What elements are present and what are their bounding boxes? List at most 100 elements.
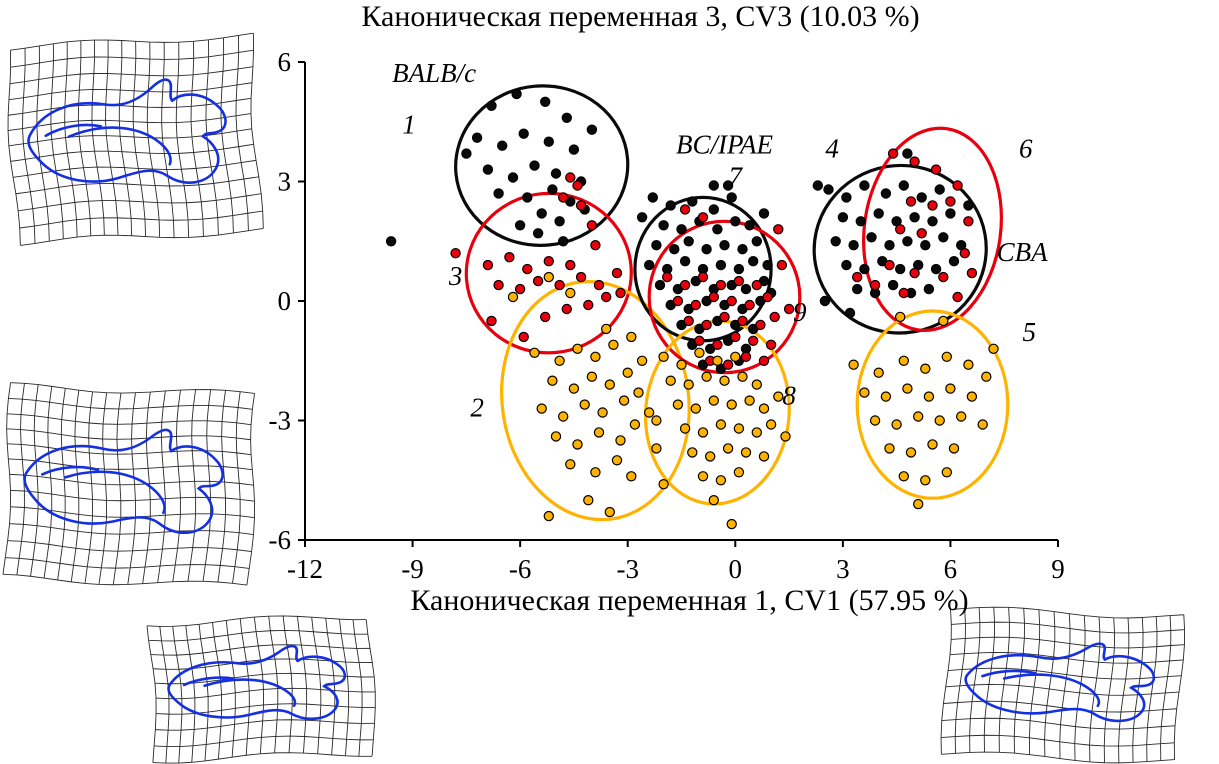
scatter-point [586,371,598,382]
scatter-point [712,355,723,366]
scatter-point [726,192,737,203]
grid-line-vertical [105,40,119,236]
scatter-point [672,295,684,307]
scatter-point [715,279,727,291]
scatter-point [891,419,902,430]
scatter-point [687,447,698,458]
scatter-point [633,387,644,398]
scatter-point [887,148,899,159]
grid-line-horizontal [153,658,373,670]
scatter-point [654,279,666,291]
scatter-point [765,419,777,430]
grid-line-vertical [36,45,50,242]
scatter-point [561,112,573,124]
scatter-point [536,208,547,219]
grid-line-horizontal [156,703,376,715]
x-tick-label: -9 [401,554,424,584]
scatter-point [622,367,633,378]
scatter-point [783,303,795,315]
series-bc-ipae-group-7-black- [636,180,777,374]
scatter-point [715,259,727,271]
scatter-point [565,259,576,271]
scatter-point [909,267,920,279]
scatter-point [884,239,895,251]
grid-line-vertical [1103,617,1115,763]
scatter-point [762,291,773,303]
group-number-label-4: 4 [825,134,839,164]
grid-line-horizontal [7,443,252,456]
scatter-point [697,271,709,283]
scatter-point [697,427,709,438]
scatter-point [522,263,533,275]
scatter-point [504,252,515,263]
scatter-point [507,172,519,183]
grid-line-horizontal [8,128,252,147]
scatter-point [669,243,680,255]
scatter-point [547,184,558,195]
grid-line-vertical [22,48,36,244]
scatter-point [676,224,687,235]
x-tick-label: -6 [509,554,532,584]
y-tick-label: 6 [278,47,292,77]
scatter-point [514,220,526,231]
scatter-point [543,510,555,522]
scatter-point [848,239,859,251]
confidence-ellipse-6 [861,126,1004,332]
scatter-point [676,359,687,370]
scatter-point [611,267,623,279]
scatter-point [604,506,616,518]
scatter-point [748,335,759,346]
scatter-point [511,88,522,100]
scatter-point [751,427,763,438]
scatter-point [629,419,641,430]
scatter-point [959,247,971,259]
scatter-point [593,427,605,438]
scatter-point [683,315,694,327]
x-tick-label: -3 [616,554,639,584]
grid-line-horizontal [155,719,375,731]
scatter-point [697,471,709,482]
scatter-point [715,475,727,486]
scatter-point [726,518,737,530]
scatter-point [920,363,931,374]
grid-line-vertical [7,50,21,246]
scatter-point [758,403,770,414]
group-number-label-5: 5 [1023,317,1037,347]
scatter-point [568,144,580,155]
grid-line-vertical [253,617,264,754]
scatter-point [895,224,906,235]
scatter-point [662,271,673,283]
scatter-point [565,287,576,299]
mandible-inner-contour [204,678,295,709]
scatter-point [572,343,583,354]
grid-line-vertical [352,619,363,757]
grid-line-horizontal [7,113,252,132]
grid-line-horizontal [8,97,252,116]
scatter-point [751,279,763,291]
scatter-point [636,355,648,366]
scatter-point [898,180,910,191]
scatter-point [726,399,737,410]
confidence-ellipse-5 [855,309,1010,500]
scatter-point [583,495,594,506]
scatter-point [744,220,755,231]
scatter-point [981,371,992,382]
grid-line-horizontal [950,651,1184,664]
scatter-point [697,212,709,223]
scatter-point [898,355,910,366]
scatter-point [895,311,906,323]
scatter-point [852,283,863,295]
scatter-point [712,339,723,350]
scatter-point [740,283,752,295]
grid-line-vertical [64,41,78,238]
scatter-point [758,355,770,366]
scatter-point [719,311,730,323]
scatter-point [934,184,945,195]
scatter-point [726,295,737,307]
scatter-point [543,136,555,147]
scatter-point [590,467,601,478]
scatter-point [547,375,558,386]
grid-line-horizontal [943,700,1177,713]
scatter-point [898,471,910,482]
grid-line-vertical [239,618,250,756]
